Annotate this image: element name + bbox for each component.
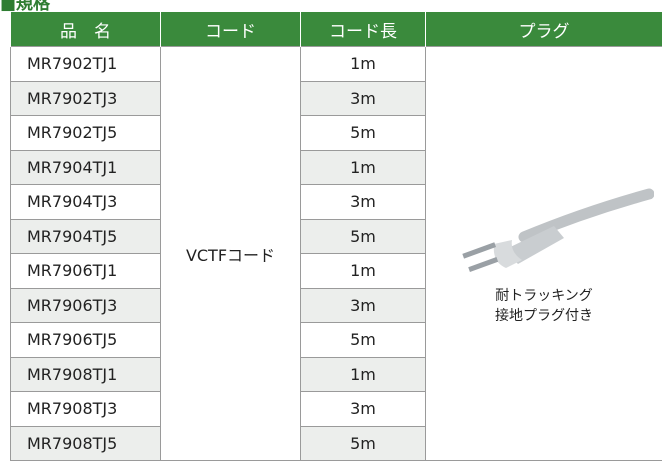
cord-length: 3m [301,81,426,116]
header-row: 品 名コードコード長プラグ [11,12,662,47]
cord-length: 1m [301,150,426,185]
cord-length: 5m [301,426,426,461]
product-name: MR7904TJ5 [11,219,161,254]
header-cell: コード長 [301,12,426,47]
product-name: MR7904TJ3 [11,185,161,220]
plug-cell: 耐トラッキング接地プラグ付き [426,47,662,461]
plug-note: 耐トラッキング接地プラグ付き [426,286,662,326]
product-name: MR7906TJ3 [11,288,161,323]
product-name: MR7902TJ3 [11,81,161,116]
product-name: MR7908TJ1 [11,357,161,392]
header-cell: プラグ [426,12,662,47]
product-name: MR7904TJ1 [11,150,161,185]
cord-length: 1m [301,254,426,289]
product-name: MR7908TJ5 [11,426,161,461]
product-name: MR7908TJ3 [11,392,161,427]
cord-length: 5m [301,116,426,151]
cord-length: 5m [301,323,426,358]
plug-image [434,182,654,282]
cord-length: 1m [301,47,426,82]
cord-length: 3m [301,392,426,427]
cord-length: 3m [301,288,426,323]
plug-note-line: 耐トラッキング [426,286,662,306]
header-cell: 品 名 [11,12,161,47]
product-name: MR7906TJ1 [11,254,161,289]
cord-type: VCTFコード [161,47,301,461]
product-name: MR7906TJ5 [11,323,161,358]
cord-length: 3m [301,185,426,220]
product-name: MR7902TJ1 [11,47,161,82]
cord-length: 1m [301,357,426,392]
header-cell: コード [161,12,301,47]
cord-length: 5m [301,219,426,254]
plug-note-line: 接地プラグ付き [426,306,662,326]
product-name: MR7902TJ5 [11,116,161,151]
